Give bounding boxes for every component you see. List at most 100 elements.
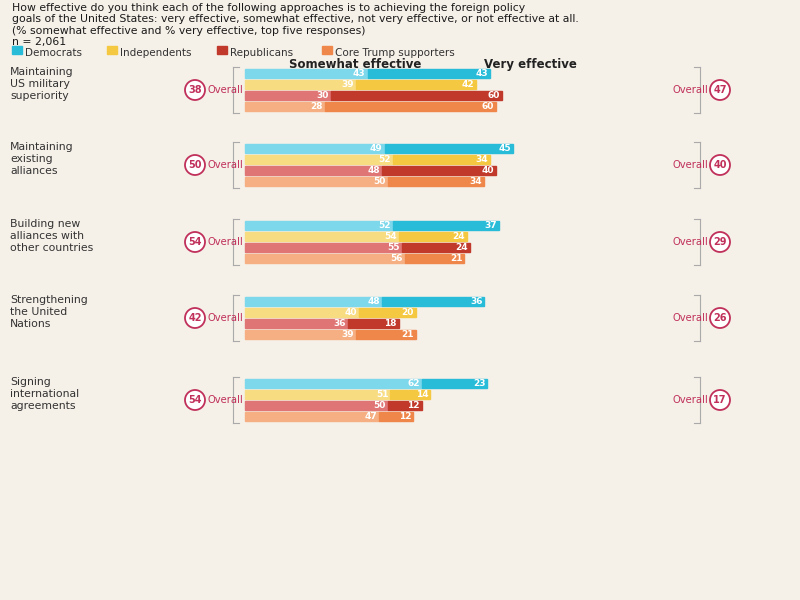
Text: Maintaining
existing
alliances: Maintaining existing alliances [10, 142, 74, 176]
Bar [387, 401, 422, 410]
Circle shape [185, 232, 205, 252]
Text: 26: 26 [714, 313, 726, 323]
Text: 49: 49 [370, 144, 382, 153]
Bar [245, 80, 356, 89]
Text: 38: 38 [188, 85, 202, 95]
Text: 40: 40 [345, 308, 357, 317]
Text: How effective do you think each of the following approaches is to achieving the : How effective do you think each of the f… [12, 3, 525, 13]
Bar [245, 401, 387, 410]
Bar [394, 221, 498, 230]
Bar [405, 254, 465, 263]
Text: 40: 40 [714, 160, 726, 170]
Text: Republicans: Republicans [230, 47, 293, 58]
Bar [330, 91, 502, 100]
Text: 60: 60 [487, 91, 499, 100]
Text: 50: 50 [373, 177, 386, 186]
Text: 42: 42 [188, 313, 202, 323]
Bar [387, 177, 485, 186]
Bar [245, 390, 390, 399]
Text: 23: 23 [473, 379, 486, 388]
Bar [245, 379, 422, 388]
Circle shape [185, 308, 205, 328]
Text: 36: 36 [470, 297, 482, 306]
Text: Overall: Overall [672, 395, 708, 405]
Text: Strengthening
the United
Nations: Strengthening the United Nations [10, 295, 88, 329]
Bar [348, 319, 399, 328]
Text: 39: 39 [342, 330, 354, 339]
Bar [245, 412, 379, 421]
Text: 52: 52 [378, 155, 391, 164]
Text: 42: 42 [462, 80, 474, 89]
Bar [245, 297, 382, 306]
Text: 50: 50 [188, 160, 202, 170]
Text: 37: 37 [484, 221, 497, 230]
Text: 24: 24 [453, 232, 466, 241]
Text: 47: 47 [364, 412, 377, 421]
Bar [245, 254, 405, 263]
Bar [356, 330, 416, 339]
Bar [399, 232, 467, 241]
Bar [107, 46, 117, 54]
Text: 54: 54 [384, 232, 397, 241]
Text: Overall: Overall [672, 160, 708, 170]
Bar [359, 308, 416, 317]
Text: 54: 54 [188, 395, 202, 405]
Text: 52: 52 [378, 221, 391, 230]
Circle shape [710, 80, 730, 100]
Bar [385, 144, 513, 153]
Circle shape [185, 155, 205, 175]
Text: Democrats: Democrats [25, 47, 82, 58]
Text: Core Trump supporters: Core Trump supporters [335, 47, 454, 58]
Bar [217, 46, 227, 54]
Text: 39: 39 [342, 80, 354, 89]
Circle shape [710, 232, 730, 252]
Text: 12: 12 [407, 401, 420, 410]
Circle shape [185, 80, 205, 100]
Bar [245, 69, 367, 78]
Text: 29: 29 [714, 237, 726, 247]
Text: 48: 48 [367, 166, 380, 175]
Text: 62: 62 [407, 379, 420, 388]
Text: 18: 18 [385, 319, 397, 328]
Bar [245, 221, 394, 230]
Bar [245, 243, 402, 252]
Text: 17: 17 [714, 395, 726, 405]
Circle shape [710, 155, 730, 175]
Bar [382, 297, 485, 306]
Text: 21: 21 [450, 254, 462, 263]
Bar [382, 166, 496, 175]
Text: 34: 34 [475, 155, 488, 164]
Text: 20: 20 [402, 308, 414, 317]
Text: 43: 43 [353, 69, 366, 78]
Circle shape [185, 390, 205, 410]
Bar [245, 232, 399, 241]
Bar [245, 330, 356, 339]
Bar [322, 46, 332, 54]
Text: 54: 54 [188, 237, 202, 247]
Text: 40: 40 [482, 166, 494, 175]
Text: Overall: Overall [672, 85, 708, 95]
Text: Very effective: Very effective [483, 58, 577, 71]
Text: (% somewhat effective and % very effective, top five responses): (% somewhat effective and % very effecti… [12, 26, 366, 36]
Text: Overall: Overall [672, 313, 708, 323]
Bar [422, 379, 487, 388]
Text: 30: 30 [316, 91, 329, 100]
Text: 14: 14 [416, 390, 428, 399]
Bar [245, 91, 330, 100]
Text: 60: 60 [482, 102, 494, 111]
Bar [245, 102, 325, 111]
Bar [12, 46, 22, 54]
Bar [379, 412, 413, 421]
Text: 24: 24 [455, 243, 468, 252]
Bar [390, 390, 430, 399]
Bar [245, 155, 394, 164]
Text: 50: 50 [373, 401, 386, 410]
Bar [245, 308, 359, 317]
Text: 47: 47 [714, 85, 726, 95]
Text: Overall: Overall [207, 313, 242, 323]
Text: 34: 34 [470, 177, 482, 186]
Text: Building new
alliances with
other countries: Building new alliances with other countr… [10, 218, 94, 253]
Text: Independents: Independents [120, 47, 191, 58]
Circle shape [710, 390, 730, 410]
Text: goals of the United States: very effective, somewhat effective, not very effecti: goals of the United States: very effecti… [12, 14, 578, 25]
